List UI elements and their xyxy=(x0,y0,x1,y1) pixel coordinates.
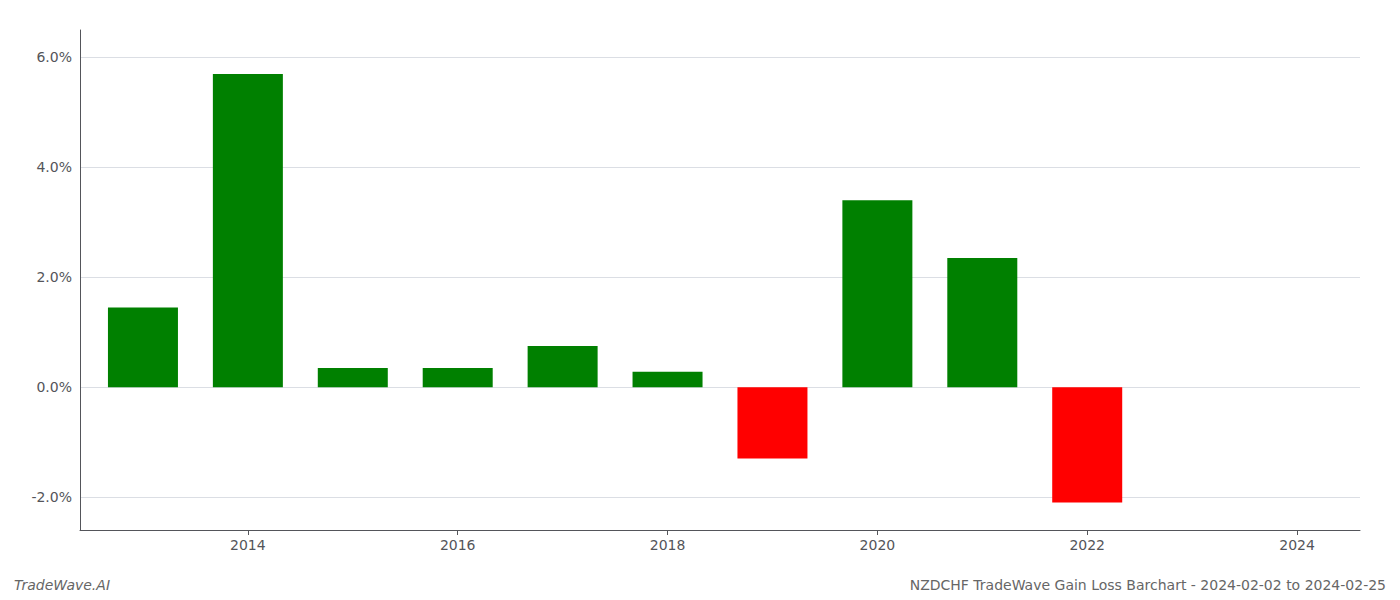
svg-text:2018: 2018 xyxy=(650,537,686,553)
svg-text:0.0%: 0.0% xyxy=(36,379,72,395)
svg-text:2024: 2024 xyxy=(1279,537,1315,553)
svg-text:2014: 2014 xyxy=(230,537,266,553)
svg-text:2.0%: 2.0% xyxy=(36,269,72,285)
svg-text:2022: 2022 xyxy=(1069,537,1105,553)
svg-text:-2.0%: -2.0% xyxy=(31,489,72,505)
svg-text:NZDCHF TradeWave Gain Loss Bar: NZDCHF TradeWave Gain Loss Barchart - 20… xyxy=(910,577,1386,593)
svg-text:TradeWave.AI: TradeWave.AI xyxy=(14,577,110,593)
svg-text:2020: 2020 xyxy=(860,537,896,553)
svg-text:4.0%: 4.0% xyxy=(36,159,72,175)
svg-text:6.0%: 6.0% xyxy=(36,49,72,65)
svg-text:2016: 2016 xyxy=(440,537,476,553)
